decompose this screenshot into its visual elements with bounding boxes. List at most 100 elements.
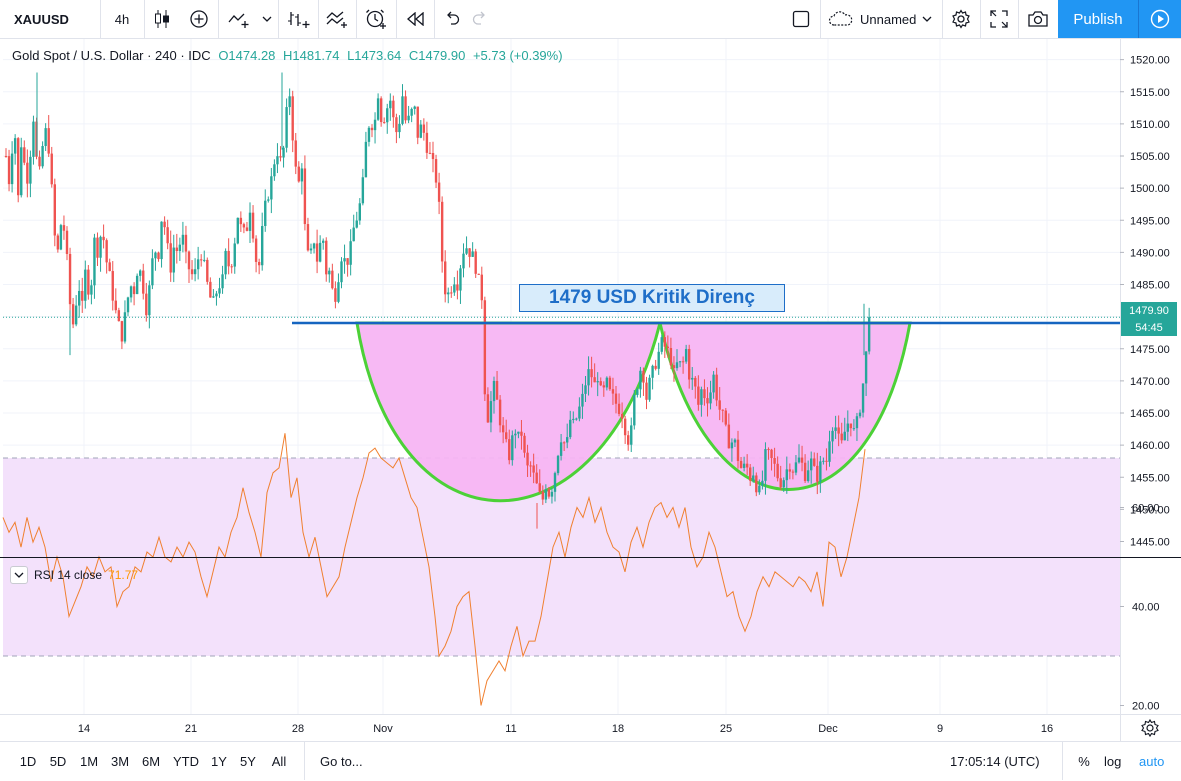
candle-body: [251, 212, 255, 239]
candle-body: [553, 473, 557, 492]
range-1y-button[interactable]: 1Y: [211, 753, 227, 769]
axis-settings-gear-icon[interactable]: [1141, 718, 1159, 738]
candle-body: [111, 271, 114, 301]
candle-body: [129, 286, 133, 298]
fullscreen-icon[interactable]: [986, 0, 1012, 38]
candle-body: [53, 184, 56, 236]
auto-scale-toggle[interactable]: auto: [1139, 753, 1165, 769]
symbol-search-button[interactable]: XAUUSD: [14, 11, 69, 27]
candle-body: [819, 461, 822, 482]
candle-body: [477, 273, 480, 275]
price-axis-label: 1510.00: [1130, 119, 1170, 131]
candle-body: [114, 300, 117, 311]
candlestick-series: [4, 72, 871, 529]
candle-body: [791, 471, 795, 473]
candle-body: [184, 234, 188, 252]
candle-body: [810, 458, 813, 471]
candle-body: [212, 296, 215, 298]
time-axis-label: 25: [720, 723, 732, 735]
undo-icon[interactable]: [440, 0, 464, 38]
candle-body: [816, 465, 819, 482]
price-axis-label: 1520.00: [1130, 55, 1170, 67]
time-axis-label: Nov: [373, 723, 393, 735]
log-scale-toggle[interactable]: log: [1104, 753, 1122, 769]
candle-body: [797, 457, 801, 463]
candle-body: [416, 106, 419, 138]
candle-body: [706, 398, 709, 404]
candle-body: [474, 251, 477, 274]
candle-body: [291, 96, 294, 141]
candle-body: [538, 483, 541, 492]
symbol-description: Gold Spot / U.S. Dollar · 240 · IDC: [12, 48, 211, 63]
candle-body: [166, 227, 169, 244]
candle-body: [755, 475, 758, 493]
range-1d-button[interactable]: 1D: [19, 753, 37, 769]
toolbar-divider: [100, 0, 101, 38]
candle-body: [657, 351, 660, 369]
candle-body: [56, 235, 60, 250]
collapse-chevron-icon[interactable]: [10, 566, 28, 584]
candle-body: [315, 243, 319, 262]
utc-clock[interactable]: 17:05:14 (UTC): [950, 753, 1040, 769]
candle-body: [41, 146, 44, 167]
resistance-annotation-label[interactable]: 1479 USD Kritik Direnç: [519, 284, 785, 312]
candle-body: [800, 457, 804, 463]
compare-icon[interactable]: [224, 0, 254, 38]
range-all-button[interactable]: All: [271, 753, 287, 769]
candle-body: [203, 259, 206, 261]
candle-body: [697, 386, 700, 405]
candle-body: [483, 300, 487, 395]
candle-body: [90, 285, 93, 295]
candle-body: [736, 439, 740, 461]
range-5d-button[interactable]: 5D: [49, 753, 67, 769]
candle-body: [108, 262, 111, 272]
play-icon[interactable]: [1138, 0, 1181, 38]
candle-body: [535, 472, 538, 484]
bar-style-icon[interactable]: [284, 0, 314, 38]
candle-body: [694, 377, 697, 387]
candle-body: [59, 225, 63, 250]
candle-body: [65, 230, 69, 254]
candle-body: [230, 266, 233, 268]
interval-button[interactable]: 4h: [114, 11, 130, 27]
candle-body: [181, 234, 185, 245]
candle-body: [47, 128, 50, 154]
fullscreen-square-icon[interactable]: [788, 0, 814, 38]
goto-date-button[interactable]: Go to...: [320, 753, 363, 769]
percent-scale-toggle[interactable]: %: [1078, 753, 1090, 769]
candle-body: [596, 381, 599, 383]
candle-body: [38, 156, 41, 167]
chevron-down-icon[interactable]: [258, 0, 276, 38]
candle-body: [142, 270, 145, 294]
range-ytd-button[interactable]: YTD: [173, 753, 199, 769]
toolbar-divider: [396, 0, 397, 38]
range-3m-button[interactable]: 3M: [110, 753, 130, 769]
templates-icon[interactable]: [322, 0, 352, 38]
camera-icon[interactable]: [1024, 0, 1052, 38]
range-5y-button[interactable]: 5Y: [240, 753, 256, 769]
candles-icon[interactable]: [150, 0, 174, 38]
candle-body: [340, 261, 343, 283]
replay-icon[interactable]: [402, 0, 430, 38]
candle-body: [541, 491, 544, 500]
alert-clock-icon[interactable]: [362, 0, 390, 38]
chart-canvas[interactable]: 1520.00 1515.00 1510.00 1505.00 1500.00 1495.…: [0, 39, 1181, 741]
handle-shape: [658, 321, 912, 491]
candle-body: [312, 243, 316, 249]
add-indicator-icon[interactable]: [186, 0, 212, 38]
settings-gear-icon[interactable]: [948, 0, 974, 38]
publish-button[interactable]: Publish: [1058, 0, 1138, 38]
candle-body: [440, 201, 444, 262]
cup-shape: [355, 321, 662, 503]
layout-menu-button[interactable]: Unnamed: [828, 0, 940, 38]
candle-body: [721, 409, 724, 411]
redo-icon[interactable]: [468, 0, 492, 38]
bottom-toolbar: 1D 5D 1M 3M 6M YTD 1Y 5Y All Go to... 17…: [0, 741, 1181, 781]
range-1m-button[interactable]: 1M: [79, 753, 99, 769]
candle-body: [270, 176, 273, 200]
price-axis-label: 1505.00: [1130, 151, 1170, 163]
range-6m-button[interactable]: 6M: [141, 753, 161, 769]
candle-body: [367, 127, 371, 142]
candle-body: [544, 489, 548, 500]
candle-body: [688, 348, 691, 380]
